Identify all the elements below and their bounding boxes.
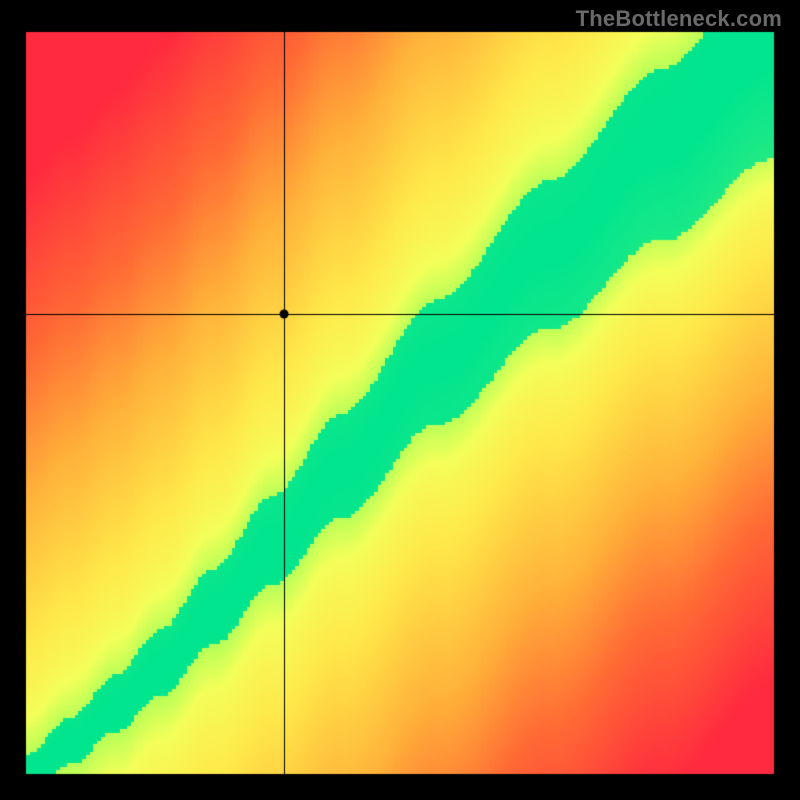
watermark-text: TheBottleneck.com: [576, 6, 782, 32]
heatmap-canvas: [0, 0, 800, 800]
chart-frame: TheBottleneck.com: [0, 0, 800, 800]
